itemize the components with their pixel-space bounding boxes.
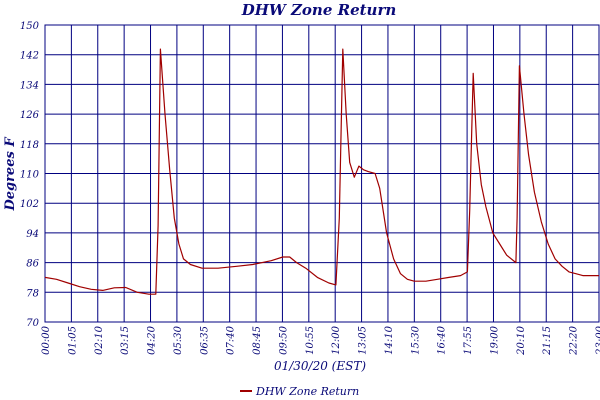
y-tick-label: 142 (20, 51, 39, 62)
y-tick-label: 102 (20, 199, 39, 210)
x-tick-label: 22:20 (569, 325, 580, 355)
x-tick-label: 00:00 (41, 325, 52, 354)
y-tick-label: 150 (20, 21, 40, 32)
legend: DHW Zone Return (240, 385, 359, 398)
x-axis-label: 01/30/20 (EST) (274, 359, 366, 373)
x-tick-label: 10:55 (305, 326, 316, 355)
x-axis-ticks: 00:00 01:05 02:10 03:15 04:20 05:30 06:35 07:40… (41, 325, 600, 355)
x-tick-label: 19:00 (489, 325, 500, 354)
y-tick-label: 78 (26, 288, 39, 299)
y-tick-label: 118 (20, 140, 39, 151)
legend-label: DHW Zone Return (255, 385, 359, 398)
x-tick-label: 20:10 (516, 325, 527, 355)
y-axis-ticks: 70 78 86 94 102 110 118 126 134 142 150 (20, 21, 40, 329)
series-layer (44, 48, 599, 295)
x-tick-label: 14:10 (384, 325, 395, 354)
y-tick-label: 134 (20, 80, 39, 91)
y-axis-label: Degrees F (3, 137, 18, 212)
x-tick-label: 04:20 (147, 325, 158, 354)
x-tick-label: 06:35 (199, 326, 210, 355)
x-tick-label: 21:15 (542, 326, 553, 356)
chart-grid (44, 24, 600, 323)
x-tick-label: 23:00 (595, 325, 600, 355)
x-tick-label: 08:45 (252, 326, 263, 355)
y-tick-label: 70 (26, 318, 39, 329)
x-tick-label: 13:05 (358, 326, 369, 355)
x-tick-label: 12:00 (331, 325, 342, 354)
chart-title: DHW Zone Return (241, 1, 397, 19)
x-tick-label: 01:05 (67, 326, 78, 355)
y-tick-label: 94 (26, 229, 39, 240)
x-tick-label: 05:30 (173, 325, 184, 354)
x-tick-label: 02:10 (94, 325, 105, 354)
x-tick-label: 07:40 (226, 325, 237, 354)
x-tick-label: 17:55 (463, 326, 474, 355)
x-tick-label: 09:50 (278, 325, 289, 354)
x-tick-label: 03:15 (120, 326, 131, 355)
y-tick-label: 86 (26, 259, 39, 270)
x-tick-label: 15:30 (410, 325, 421, 354)
y-tick-label: 126 (20, 110, 40, 121)
x-tick-label: 16:40 (437, 325, 448, 354)
y-tick-label: 110 (20, 170, 40, 181)
series-line-0 (44, 48, 599, 295)
